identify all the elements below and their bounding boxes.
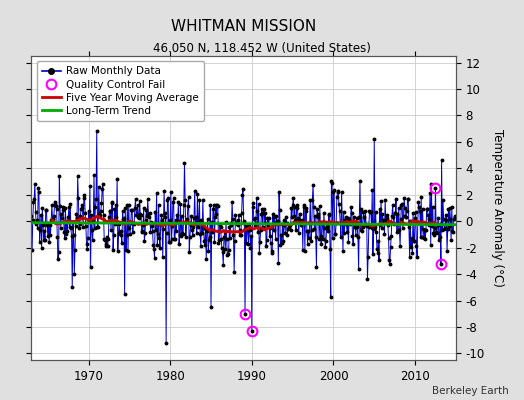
Legend: Raw Monthly Data, Quality Control Fail, Five Year Moving Average, Long-Term Tren: Raw Monthly Data, Quality Control Fail, … xyxy=(37,61,204,121)
Y-axis label: Temperature Anomaly (°C): Temperature Anomaly (°C) xyxy=(492,129,504,287)
Text: 46.050 N, 118.452 W (United States): 46.050 N, 118.452 W (United States) xyxy=(153,42,371,55)
Text: Berkeley Earth: Berkeley Earth xyxy=(432,386,508,396)
Title: WHITMAN MISSION: WHITMAN MISSION xyxy=(171,19,316,34)
